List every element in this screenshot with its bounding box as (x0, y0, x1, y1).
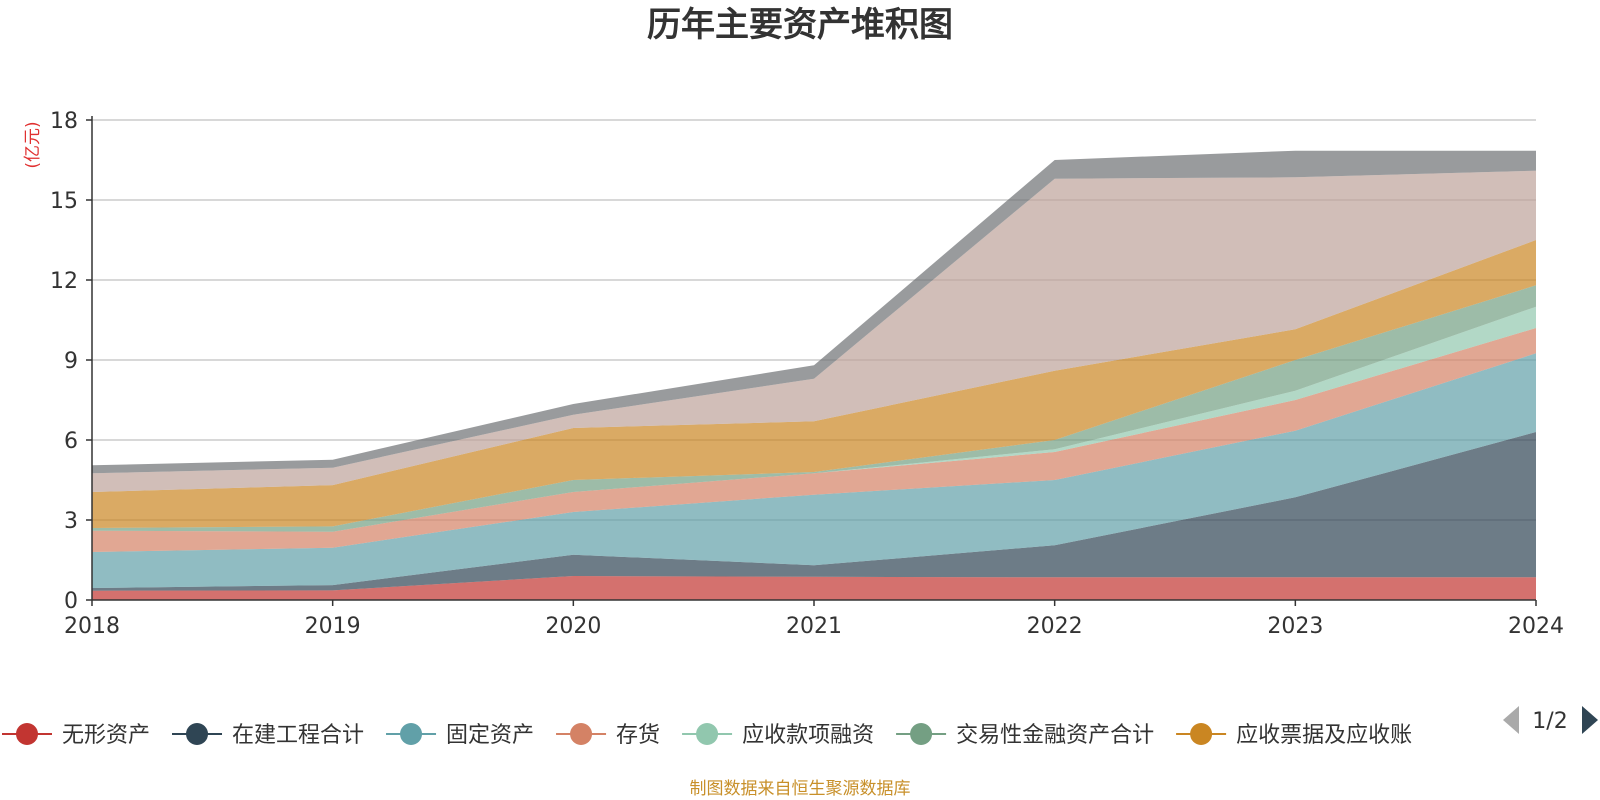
x-tick-label: 2023 (1267, 614, 1323, 639)
legend-item[interactable]: 应收款项融资 (682, 723, 874, 748)
legend-label: 无形资产 (62, 723, 150, 748)
x-tick-label: 2019 (305, 614, 361, 639)
legend-circle-marker (696, 723, 719, 745)
x-tick-label: 2021 (786, 614, 842, 639)
series-area-1 (92, 432, 1536, 591)
legend-prev-page-icon[interactable] (1503, 706, 1519, 734)
legend-item[interactable]: 交易性金融资产合计 (896, 723, 1154, 748)
series-area-3 (92, 328, 1536, 552)
legend-item[interactable]: 无形资产 (2, 723, 150, 748)
y-tick-label: 3 (64, 509, 78, 534)
series-area-2 (92, 353, 1536, 588)
legend-label: 交易性金融资产合计 (956, 723, 1154, 748)
y-tick-label: 9 (64, 349, 78, 374)
series-areas (92, 150, 1536, 600)
legend-circle-marker (910, 723, 933, 745)
y-tick-label: 18 (50, 109, 78, 134)
data-source-note: 制图数据来自恒生聚源数据库 (690, 779, 911, 799)
legend-label: 应收票据及应收账 (1236, 723, 1412, 748)
legend-item[interactable]: 存货 (556, 723, 660, 748)
x-tick-label: 2022 (1027, 614, 1083, 639)
y-tick-label: 12 (50, 269, 78, 294)
legend-label: 固定资产 (446, 723, 534, 748)
legend-circle-marker (400, 723, 423, 745)
y-tick-label: 6 (64, 429, 78, 454)
series-area-6 (92, 240, 1536, 528)
legend-pager: 1/2 (1503, 706, 1598, 734)
legend-item[interactable]: 应收票据及应收账 (1176, 723, 1412, 748)
legend-circle-marker (1190, 723, 1213, 745)
legend-circle-marker (570, 723, 593, 745)
legend-label: 应收款项融资 (742, 723, 874, 748)
series-area-7 (92, 170, 1536, 492)
legend-circle-marker (16, 723, 38, 745)
chart-title: 历年主要资产堆积图 (647, 5, 953, 45)
series-area-0 (92, 576, 1536, 600)
axes: 0 3 6 9 12 15 18 2018 2019 2020 2021 2022 2023 2024 (50, 109, 1564, 639)
legend-label: 存货 (616, 723, 660, 748)
legend-label: 在建工程合计 (232, 723, 364, 748)
legend-item[interactable]: 固定资产 (386, 723, 534, 748)
legend: 无形资产 在建工程合计 固定资产 存货 应收款项融资 交易性金融资产合计 应收票据及应收账 (2, 723, 1412, 748)
x-tick-label: 2020 (545, 614, 601, 639)
legend-circle-marker (186, 723, 209, 745)
legend-page-indicator: 1/2 (1532, 709, 1567, 734)
y-tick-label: 15 (50, 189, 78, 214)
y-axis-unit: (亿元) (23, 121, 43, 168)
x-tick-label: 2024 (1508, 614, 1564, 639)
legend-item[interactable]: 在建工程合计 (172, 723, 364, 748)
y-tick-label: 0 (64, 589, 78, 614)
x-tick-label: 2018 (64, 614, 120, 639)
legend-next-page-icon[interactable] (1582, 706, 1598, 734)
